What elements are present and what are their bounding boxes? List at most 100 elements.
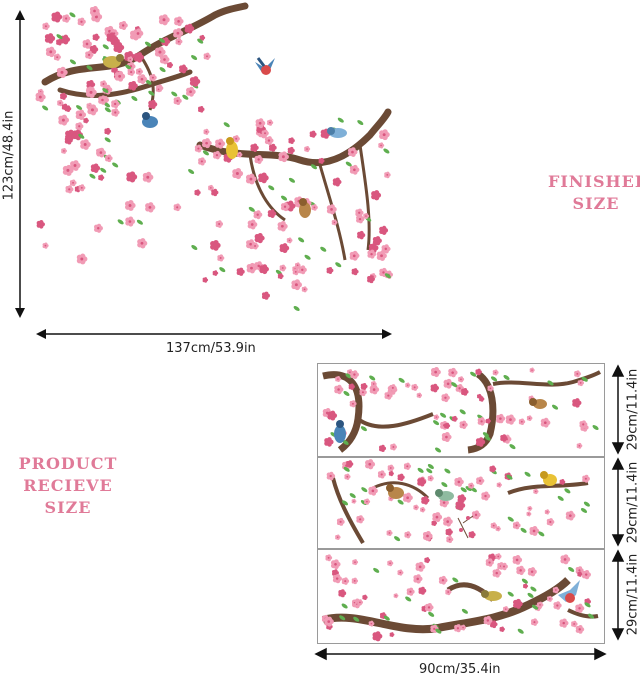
blossom-icon <box>357 230 366 240</box>
product-size-title: PRODUCT RECIEVE SIZE <box>0 453 138 519</box>
blossom-icon <box>245 173 257 185</box>
blossom-icon <box>325 554 333 562</box>
blossom-icon <box>213 150 222 160</box>
blossom-icon <box>367 249 377 259</box>
leaf-icon <box>104 137 111 143</box>
blossom-icon <box>324 616 334 627</box>
blossom-icon <box>546 518 555 526</box>
leaf-icon <box>587 613 595 619</box>
blossom-icon <box>441 393 450 403</box>
leaf-icon <box>341 603 348 609</box>
leaf-icon <box>427 463 434 469</box>
blossom-icon <box>344 473 351 480</box>
blossom-icon <box>577 379 585 387</box>
blossom-icon <box>365 459 376 470</box>
blossom-icon <box>529 367 535 373</box>
blossom-icon <box>159 54 170 65</box>
blossom-icon <box>173 28 184 39</box>
blossom-icon <box>203 128 210 135</box>
blossom-icon <box>458 376 465 383</box>
blossom-icon <box>544 509 550 515</box>
blossom-icon <box>430 367 441 378</box>
blossom-icon <box>114 70 126 82</box>
finished-artwork: 123cm/48.4in 137cm/53.9in <box>2 2 394 356</box>
sheet-2-height-label: 29cm/11.4in <box>625 461 640 544</box>
blossom-icon <box>174 16 184 27</box>
blossom-icon <box>420 506 426 513</box>
bird-icon <box>299 198 311 218</box>
leaf-icon <box>517 628 524 634</box>
blossom-icon <box>211 188 219 197</box>
height-dimension-line <box>15 10 392 339</box>
blossom-icon <box>351 600 358 606</box>
blossom-icon <box>184 23 195 34</box>
blossom-icon <box>424 602 434 612</box>
blossom-icon <box>415 561 426 572</box>
leaf-icon <box>507 591 514 597</box>
blossom-icon <box>372 236 382 246</box>
blossom-icon <box>459 420 468 430</box>
leaf-icon <box>538 531 545 537</box>
bird-icon <box>327 127 347 138</box>
blossom-icon <box>149 73 157 82</box>
blossom-icon <box>311 204 318 211</box>
blossom-icon <box>565 510 576 521</box>
leaf-icon <box>219 267 226 273</box>
leaf-icon <box>592 425 599 431</box>
leaf-icon <box>125 64 132 70</box>
bird-icon <box>226 137 238 159</box>
blossom-icon <box>359 388 367 397</box>
leaf-icon <box>581 376 588 382</box>
blossom-icon <box>194 189 201 196</box>
bird-icon <box>529 398 547 409</box>
product-width-label: 90cm/35.4in <box>419 662 501 677</box>
blossom-icon <box>236 267 245 276</box>
blossom-icon <box>388 470 394 477</box>
blossom-icon <box>332 574 342 584</box>
leaf-icon <box>353 616 360 622</box>
blossom-icon <box>468 531 476 539</box>
blossom-icon <box>75 109 87 121</box>
blossom-icon <box>575 603 585 613</box>
blossom-icon <box>427 475 434 482</box>
blossom-icon <box>362 594 368 601</box>
blossom-icon <box>351 498 357 504</box>
blossom-icon <box>530 618 539 626</box>
blossom-icon <box>349 400 357 408</box>
blossom-icon <box>89 45 99 54</box>
leaf-icon <box>405 596 412 602</box>
blossom-icon <box>367 275 375 284</box>
blossom-icon <box>348 383 355 390</box>
leaf-icon <box>76 105 83 111</box>
blossom-icon <box>418 586 427 595</box>
blossom-icon <box>201 138 212 149</box>
blossom-icon <box>261 291 270 300</box>
blossom-icon <box>198 157 207 166</box>
blossom-icon <box>496 413 506 424</box>
blossom-icon <box>378 142 385 149</box>
blossom-icon <box>454 624 463 633</box>
blossom-icon <box>304 145 311 153</box>
blossom-icon <box>357 599 364 606</box>
blossom-icon <box>254 232 265 244</box>
blossom-icon <box>553 601 562 610</box>
blossom-icon <box>194 144 203 153</box>
bird-icon <box>142 112 158 128</box>
blossom-icon <box>387 560 394 567</box>
blossom-icon <box>61 147 67 154</box>
blossom-icon <box>390 443 397 451</box>
leaf-icon <box>103 102 111 108</box>
leaf-icon <box>56 34 63 40</box>
blossom-icon <box>166 61 173 69</box>
blossom-icon <box>203 52 211 60</box>
blossom-icon <box>51 11 63 23</box>
blossom-icon <box>397 473 405 481</box>
blossom-icon <box>536 601 544 609</box>
blossom-icon <box>53 53 61 61</box>
blossom-icon <box>326 204 337 215</box>
blossom-icon <box>269 143 277 152</box>
leaf-icon <box>503 374 510 380</box>
blossom-icon <box>512 521 521 530</box>
sheet-1 <box>317 363 605 457</box>
leaf-icon <box>584 602 591 608</box>
